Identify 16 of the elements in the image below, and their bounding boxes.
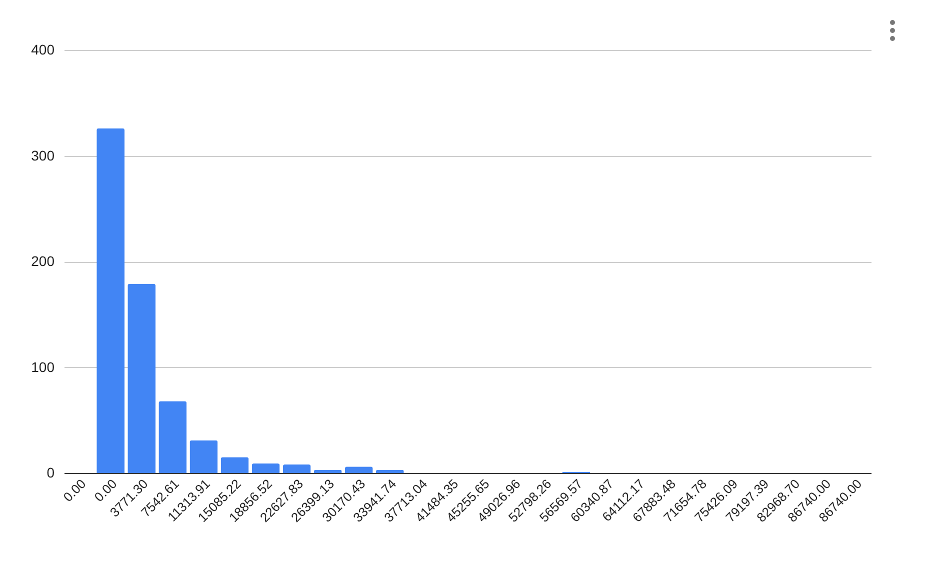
bar	[314, 470, 342, 473]
bar	[252, 463, 280, 473]
y-tick-label: 100	[31, 358, 55, 375]
bar	[376, 470, 404, 473]
bar	[220, 457, 249, 473]
y-tick-label: 400	[31, 42, 55, 58]
bar	[190, 440, 218, 473]
y-tick-label: 0	[46, 464, 55, 480]
bar	[128, 284, 156, 473]
y-tick-label: 200	[31, 253, 55, 269]
bar	[96, 128, 125, 473]
bar	[158, 401, 187, 473]
y-tick-label: 300	[31, 147, 55, 164]
bar	[282, 464, 311, 473]
x-tick-label: 0.00	[60, 476, 89, 505]
bar	[344, 466, 373, 473]
